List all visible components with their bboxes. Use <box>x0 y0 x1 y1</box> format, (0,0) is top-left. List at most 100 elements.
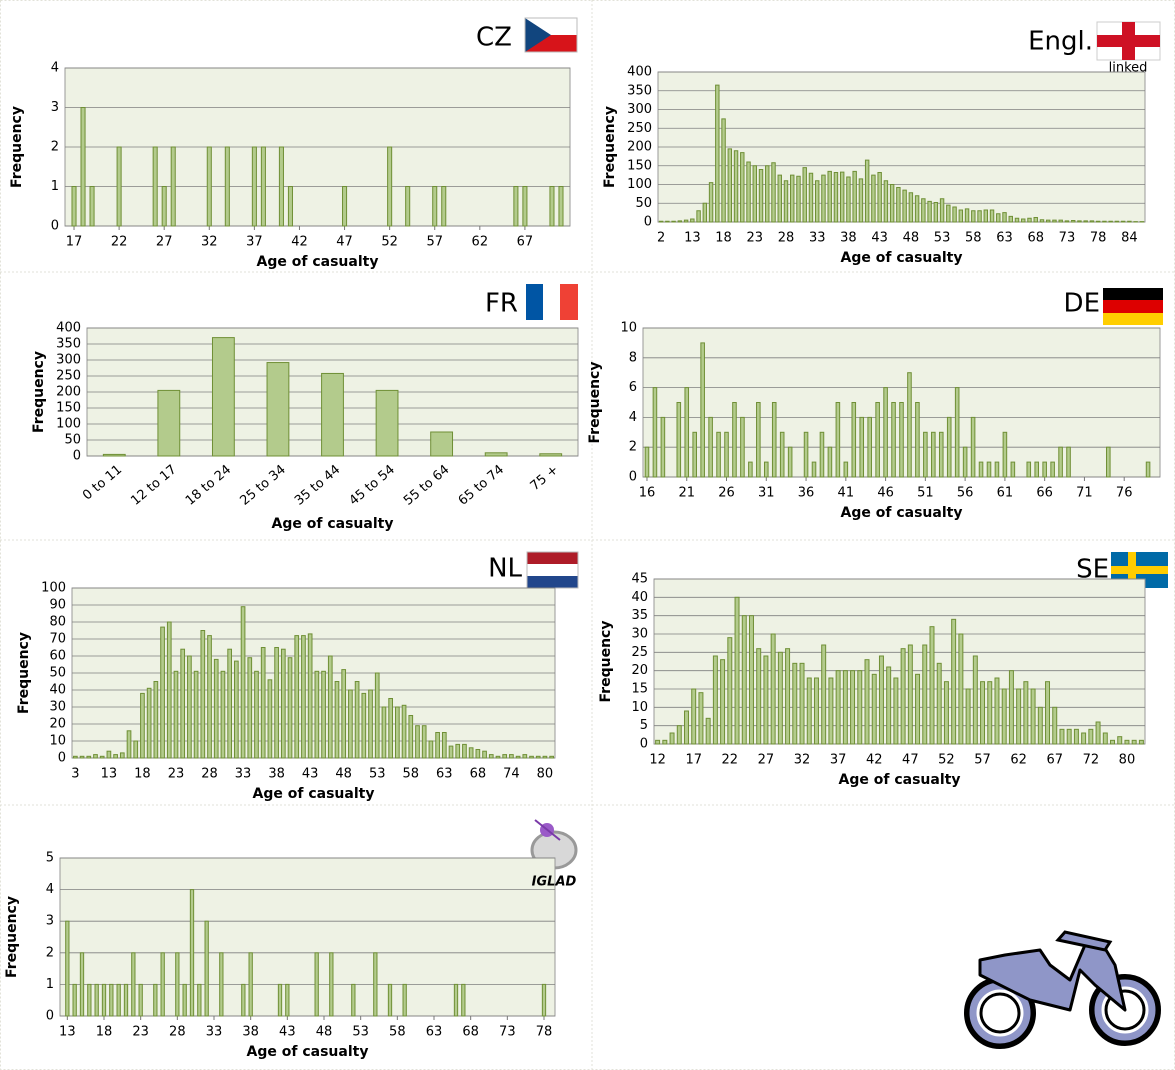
bar <box>857 670 863 745</box>
bar <box>996 213 1001 223</box>
bar <box>101 983 107 1017</box>
x-tick-label: 53 <box>369 767 386 782</box>
x-tick-label: 31 <box>758 486 775 501</box>
x-tick-label: 62 <box>472 235 489 250</box>
bar <box>770 633 776 745</box>
x-tick-label: 23 <box>168 767 185 782</box>
bar <box>986 461 992 478</box>
bar <box>1110 739 1115 745</box>
bar <box>116 983 121 1017</box>
bar <box>965 688 971 745</box>
bar <box>677 220 683 223</box>
bar <box>662 739 668 745</box>
bar <box>971 210 976 223</box>
bar <box>430 431 454 457</box>
bar <box>652 387 658 478</box>
bar <box>970 416 976 478</box>
bar <box>727 637 733 745</box>
bar <box>153 681 159 759</box>
bar <box>1059 728 1065 745</box>
bar <box>712 655 718 745</box>
bar <box>189 889 195 1017</box>
x-tick-label: 38 <box>268 767 285 782</box>
y-tick-label: 300 <box>627 102 652 117</box>
bar <box>748 461 753 478</box>
bar <box>329 952 334 1017</box>
x-tick-label: 53 <box>352 1025 369 1040</box>
bar <box>958 209 964 223</box>
bar <box>700 342 705 478</box>
bar <box>65 920 70 1017</box>
bar <box>441 732 447 759</box>
x-tick-label: 43 <box>871 231 888 246</box>
bar <box>771 162 776 223</box>
x-tick-label: 57 <box>426 235 443 250</box>
x-tick-label: 37 <box>246 235 263 250</box>
bar <box>655 739 661 745</box>
bar <box>1145 461 1151 478</box>
bar <box>803 431 809 478</box>
x-tick-label: 72 <box>1083 753 1100 768</box>
bar <box>958 633 964 745</box>
bar <box>972 655 978 745</box>
bar <box>987 681 993 745</box>
bar <box>402 983 407 1017</box>
flag-england <box>1096 21 1161 61</box>
bar <box>542 755 548 759</box>
bar <box>740 416 745 478</box>
bar <box>248 952 253 1017</box>
x-tick-label: 18 <box>134 767 151 782</box>
x-tick-label: 45 to 54 <box>347 462 398 508</box>
y-tick-label: 250 <box>627 121 652 136</box>
bar <box>877 172 882 223</box>
y-tick-label: 10 <box>631 700 648 715</box>
bar <box>1023 681 1029 745</box>
x-tick-label: 42 <box>866 753 883 768</box>
bar <box>1033 217 1038 223</box>
x-tick-label: 28 <box>201 767 218 782</box>
bar <box>240 606 246 759</box>
x-tick-label: 36 <box>798 486 815 501</box>
x-tick-label: 61 <box>997 486 1014 501</box>
x-tick-label: 28 <box>169 1025 186 1040</box>
country-sublabel: linked <box>1109 61 1148 76</box>
x-tick-label: 33 <box>235 767 252 782</box>
bar <box>435 732 440 759</box>
bar <box>927 200 932 223</box>
x-tick-label: 66 <box>1036 486 1053 501</box>
bar <box>381 706 387 759</box>
y-tick-label: 4 <box>46 882 54 897</box>
bar <box>716 431 721 478</box>
bar <box>1001 688 1007 745</box>
bar <box>923 431 928 478</box>
bar <box>280 648 286 759</box>
bar <box>980 681 986 745</box>
bar <box>93 754 98 759</box>
bar <box>1016 688 1022 745</box>
bar <box>72 983 77 1017</box>
bar <box>902 189 907 223</box>
bar <box>1052 219 1057 223</box>
y-tick-label: 350 <box>56 337 81 352</box>
y-tick-label: 50 <box>635 196 652 211</box>
bar <box>852 170 857 223</box>
bar <box>1095 220 1101 223</box>
x-tick-label: 65 to 74 <box>456 462 507 508</box>
x-tick-label: 2 <box>657 231 665 246</box>
bar <box>907 644 913 745</box>
x-tick-label: 71 <box>1076 486 1093 501</box>
bar <box>936 662 942 745</box>
bar <box>951 618 957 745</box>
bar <box>86 755 92 759</box>
bar <box>522 754 528 759</box>
bar <box>765 165 770 223</box>
bar <box>321 670 326 759</box>
x-tick-label: 38 <box>840 231 857 246</box>
bar <box>455 743 461 759</box>
bar <box>170 146 176 227</box>
bar <box>224 146 230 227</box>
bar <box>665 220 670 223</box>
bar <box>1008 670 1014 745</box>
bar <box>790 174 795 223</box>
x-tick-label: 13 <box>101 767 118 782</box>
